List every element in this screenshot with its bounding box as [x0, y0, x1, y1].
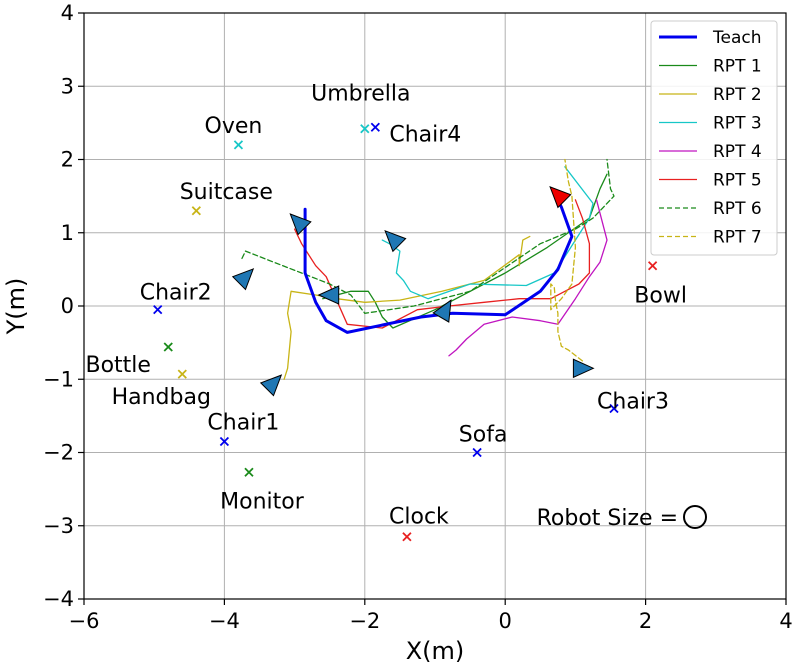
- robot-size-note: Robot Size =: [537, 505, 707, 531]
- objects-layer: Umbrella Chair4 Oven Suitcase Chair2 Bottle Ha…: [86, 82, 687, 542]
- object-marker-chair2: [153, 305, 163, 315]
- robot-pose-marker: [549, 186, 572, 209]
- object-marker-umbrella: [360, 124, 370, 134]
- legend-box: [650, 20, 778, 256]
- object-label-handbag: Handbag: [112, 385, 211, 410]
- y-tick-label: 3: [61, 74, 74, 98]
- object-marker-bowl: [647, 261, 658, 271]
- robot-pose-marker: [384, 229, 407, 253]
- object-label-chair4: Chair4: [389, 122, 461, 147]
- object-marker-sofa: [472, 447, 482, 458]
- object-marker-monitor: [244, 467, 254, 477]
- series-layer: [241, 158, 615, 380]
- object-label-monitor: Monitor: [220, 489, 305, 514]
- x-tick-label: −2: [349, 609, 380, 633]
- series-line-rpt-3: [381, 166, 594, 300]
- robot-pose-marker: [432, 299, 452, 323]
- object-marker-chair4: [370, 122, 380, 132]
- legend-label: RPT 1: [713, 57, 762, 77]
- legend-label: RPT 3: [713, 114, 762, 134]
- object-label-oven: Oven: [205, 114, 263, 139]
- series-line-rpt-5: [293, 199, 591, 329]
- object-label-chair2: Chair2: [140, 281, 212, 306]
- robots-layer: [231, 186, 595, 397]
- robot-size-label: Robot Size =: [537, 506, 678, 531]
- series-line-rpt-7: [550, 158, 584, 362]
- object-marker-oven: [233, 140, 244, 150]
- x-tick-label: 4: [779, 609, 792, 633]
- y-tick-label: −2: [43, 441, 74, 465]
- y-tick-label: −4: [43, 587, 74, 611]
- legend-label: RPT 4: [713, 142, 762, 162]
- legend-label: RPT 2: [713, 85, 762, 105]
- series-line-rpt-6: [241, 158, 615, 314]
- robot-pose-marker: [317, 285, 340, 305]
- legend-label: RPT 7: [713, 228, 762, 248]
- legend: Teach RPT 1 RPT 2 RPT 3 RPT 4 RPT 5 RPT 6 RPT 7: [650, 20, 778, 256]
- x-tick-label: −4: [209, 609, 240, 633]
- object-marker-chair1: [219, 436, 230, 447]
- robot-pose-marker: [259, 374, 283, 397]
- y-tick-label: 0: [61, 294, 74, 318]
- robot-pose-marker: [231, 268, 255, 291]
- y-tick-label: 1: [61, 221, 74, 245]
- robot-pose-marker: [289, 213, 312, 236]
- x-tick-label: −6: [69, 609, 100, 633]
- series-line-rpt-2: [283, 235, 531, 380]
- object-label-umbrella: Umbrella: [311, 82, 410, 107]
- object-label-chair3: Chair3: [597, 390, 669, 415]
- object-label-suitcase: Suitcase: [180, 180, 273, 205]
- x-tick-label: 2: [639, 609, 652, 633]
- object-label-clock: Clock: [389, 505, 449, 530]
- y-axis-label: Y(m): [2, 278, 30, 336]
- y-tick-label: −1: [43, 367, 74, 391]
- series-line-rpt-4: [448, 199, 608, 357]
- object-marker-handbag: [177, 369, 187, 379]
- legend-label: RPT 6: [713, 199, 762, 219]
- y-tick-label: 4: [61, 1, 74, 25]
- x-axis-label: X(m): [406, 637, 465, 664]
- x-tick-label: 0: [499, 609, 512, 633]
- legend-label: RPT 5: [713, 171, 762, 191]
- object-label-bowl: Bowl: [634, 284, 687, 309]
- robot-pose-marker: [572, 358, 595, 379]
- object-marker-chair3: [609, 403, 619, 414]
- robot-size-circle: [683, 505, 707, 529]
- object-label-sofa: Sofa: [459, 423, 508, 448]
- object-label-chair1: Chair1: [207, 411, 279, 436]
- y-tick-label: −3: [43, 514, 74, 538]
- object-marker-clock: [402, 532, 412, 542]
- object-marker-bottle: [163, 342, 173, 352]
- object-marker-suitcase: [191, 206, 201, 216]
- legend-label: Teach: [712, 28, 762, 48]
- object-label-bottle: Bottle: [86, 353, 151, 378]
- y-tick-label: 2: [61, 148, 74, 172]
